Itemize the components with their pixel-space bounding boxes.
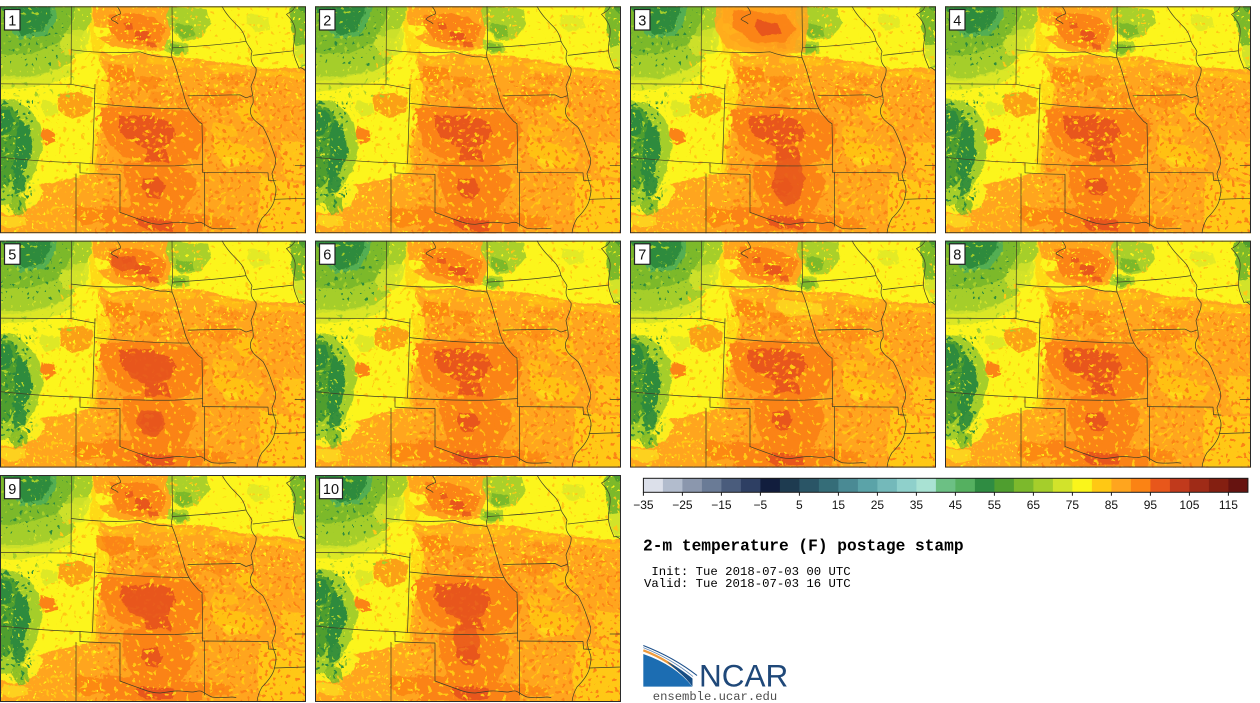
svg-text:2: 2 [323,13,331,29]
svg-text:3: 3 [638,13,646,29]
svg-text:65: 65 [1027,498,1041,512]
svg-text:−15: −15 [711,498,732,512]
svg-text:45: 45 [949,498,963,512]
svg-text:5: 5 [796,498,803,512]
svg-text:4: 4 [953,13,961,29]
svg-text:35: 35 [910,498,924,512]
svg-text:ensemble.ucar.edu: ensemble.ucar.edu [653,690,777,703]
svg-text:10: 10 [323,482,339,498]
svg-text:105: 105 [1179,498,1199,512]
svg-text:Valid: Tue 2018-07-03 16 UTC: Valid: Tue 2018-07-03 16 UTC [644,577,851,591]
svg-text:15: 15 [832,498,846,512]
svg-text:55: 55 [988,498,1002,512]
svg-text:8: 8 [953,248,961,264]
svg-text:75: 75 [1066,498,1080,512]
svg-text:85: 85 [1105,498,1119,512]
svg-text:Init: Tue 2018-07-03 00 UTC: Init: Tue 2018-07-03 00 UTC [651,565,850,579]
svg-text:5: 5 [8,248,16,264]
svg-text:9: 9 [8,482,16,498]
svg-text:6: 6 [323,248,331,264]
svg-text:7: 7 [638,248,646,264]
svg-text:NCAR: NCAR [699,658,788,694]
svg-text:−25: −25 [672,498,693,512]
svg-text:−5: −5 [754,498,768,512]
svg-text:115: 115 [1219,498,1238,512]
svg-text:95: 95 [1144,498,1158,512]
svg-text:−35: −35 [633,498,654,512]
svg-text:2-m temperature (F) postage st: 2-m temperature (F) postage stamp [643,538,964,556]
svg-text:25: 25 [871,498,885,512]
svg-text:1: 1 [8,13,16,29]
